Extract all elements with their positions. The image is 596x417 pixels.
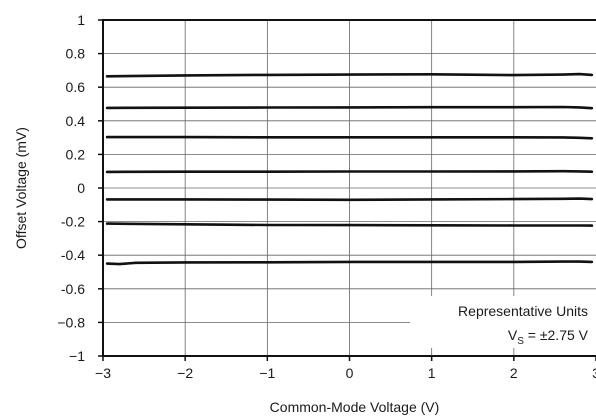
x-tick-label: 3	[592, 365, 596, 381]
annotation-representative-units: Representative Units	[458, 303, 588, 319]
series-line-7	[105, 260, 594, 266]
y-tick-label: -0.2	[61, 214, 85, 230]
y-tick-label: 0	[77, 180, 85, 196]
series-line-2	[105, 105, 594, 110]
series-line-1	[105, 72, 594, 78]
x-axis-title: Common-Mode Voltage (V)	[270, 399, 440, 415]
tick-labels: −3 −2 −1 0 1 2 3 1 0.8 0.6 0.4 0.2 0 -0.2 -0.4 -0.6 −0.8…	[57, 12, 596, 381]
y-axis-title: Offset Voltage (mV)	[13, 127, 29, 249]
y-tick-label: 0.8	[66, 46, 86, 62]
x-tick-label: −1	[259, 365, 275, 381]
annotation-vs-prefix: V	[508, 327, 518, 343]
y-tick-label: 1	[77, 12, 85, 28]
y-tick-label: 0.4	[66, 113, 86, 129]
ticks	[98, 19, 596, 361]
annotation-supply-voltage: VS = ±2.75 V	[508, 327, 589, 347]
series-line-6	[105, 222, 594, 227]
series-line-5	[105, 197, 594, 202]
series-layer	[105, 72, 594, 266]
y-tick-label: 0.2	[66, 146, 86, 162]
y-tick-label: -0.4	[61, 247, 85, 263]
y-tick-label: 0.6	[66, 79, 86, 95]
y-tick-label: −0.8	[57, 314, 85, 330]
x-tick-label: 2	[510, 365, 518, 381]
y-tick-label: -0.6	[61, 281, 85, 297]
annotation-vs-value: = ±2.75 V	[524, 327, 589, 343]
x-tick-label: 0	[346, 365, 354, 381]
x-tick-label: −3	[95, 365, 111, 381]
annotation-vs-subscript: S	[517, 336, 524, 347]
x-tick-label: −2	[177, 365, 193, 381]
y-tick-label: −1	[69, 348, 85, 364]
series-line-4	[105, 169, 594, 174]
series-line-3	[105, 135, 594, 140]
annotation-background	[410, 296, 596, 348]
x-tick-label: 1	[428, 365, 436, 381]
